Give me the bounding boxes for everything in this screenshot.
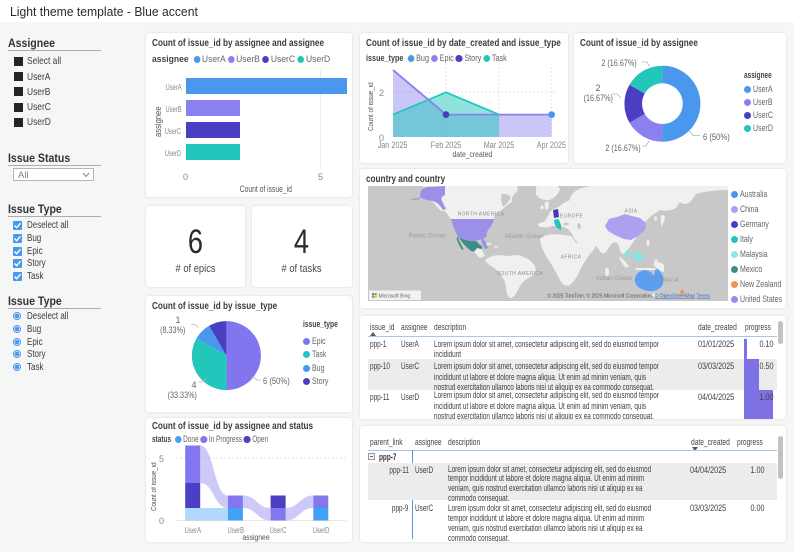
svg-text:Atlantic Ocean: Atlantic Ocean <box>504 234 543 240</box>
svg-text:Pacific Ocean: Pacific Ocean <box>408 234 445 240</box>
svg-text:NORTH AMERICA: NORTH AMERICA <box>458 212 505 218</box>
svg-text:Microsoft Bing: Microsoft Bing <box>379 294 411 300</box>
svg-text:AFRICA: AFRICA <box>561 255 582 261</box>
svg-text:© 2025 TomTom, © 2025 Microsof: © 2025 TomTom, © 2025 Microsoft Corporat… <box>547 293 710 300</box>
svg-text:SOUTH AMERICA: SOUTH AMERICA <box>497 271 544 277</box>
svg-text:AUSTRALIA: AUSTRALIA <box>647 278 679 284</box>
svg-text:EUROPE: EUROPE <box>560 214 584 220</box>
svg-text:Indian Ocean: Indian Ocean <box>596 276 632 282</box>
svg-text:ASIA: ASIA <box>625 209 638 215</box>
